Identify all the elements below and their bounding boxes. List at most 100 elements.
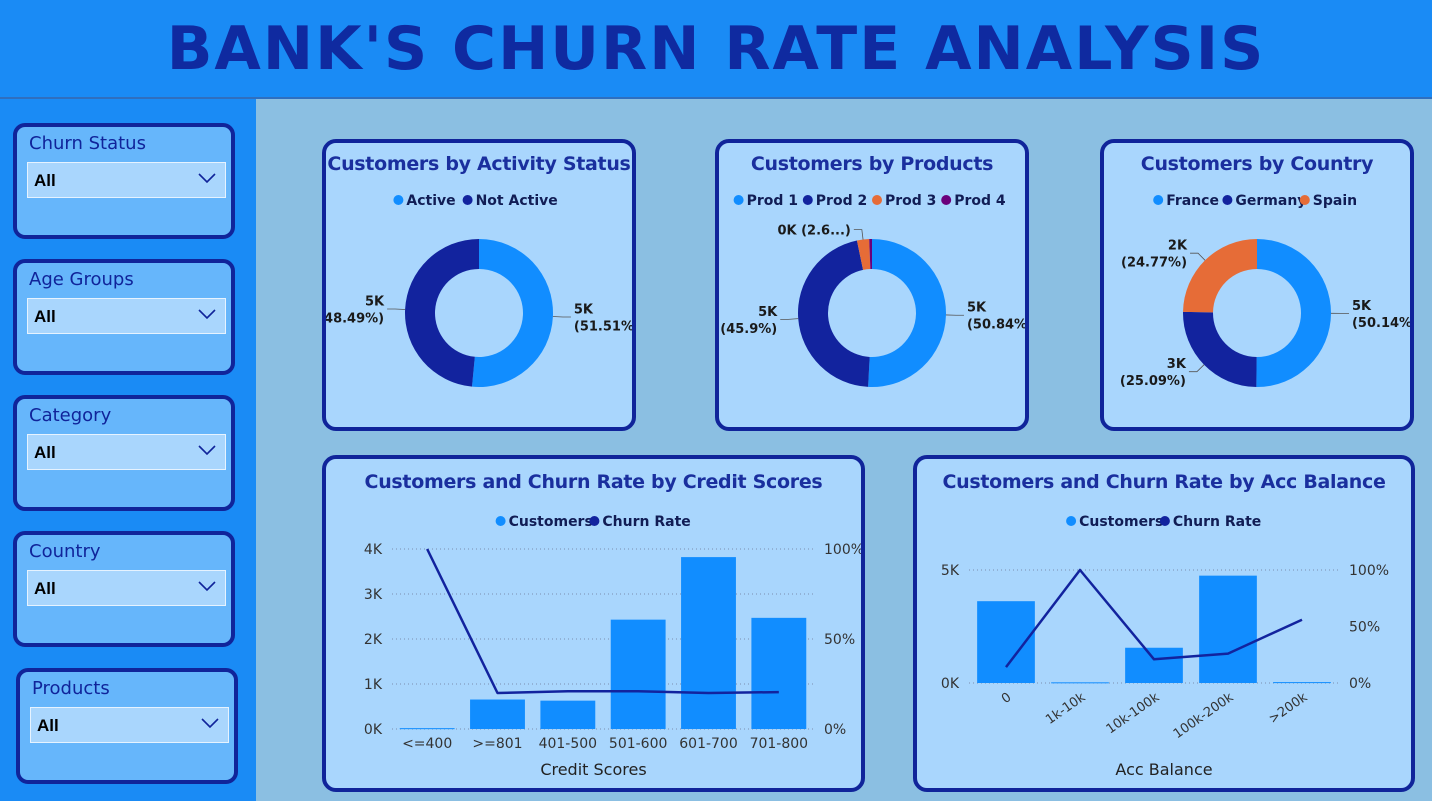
slicer-title: Churn Status: [29, 133, 146, 154]
credit-scores-combo-chart: Customers Churn Rate 0K 1K 2K 3K 4K 0% 50% 100% <=…: [364, 514, 861, 779]
slicer-title: Country: [29, 541, 101, 562]
bar-501-600[interactable]: [610, 619, 666, 729]
y-right-tick-label: 100%: [1349, 563, 1389, 579]
products-card: Customers by Products Prod 1 Prod 2 Prod 3…: [715, 139, 1029, 431]
chevron-down-icon[interactable]: [198, 711, 222, 735]
legend-item-not-active[interactable]: Not Active: [476, 193, 558, 209]
chevron-down-icon[interactable]: [195, 166, 219, 190]
legend-item-prod-3[interactable]: Prod 3: [885, 193, 936, 209]
products-slicer: Products All: [16, 668, 238, 784]
donut-slice-prod-4[interactable]: [869, 239, 872, 270]
data-label-spain: 2K: [1168, 239, 1188, 254]
bar-601-700[interactable]: [681, 557, 736, 729]
churn-rate-line[interactable]: [426, 548, 779, 695]
legend-marker-spain: [1299, 195, 1310, 205]
credit-scores-card: Customers and Churn Rate by Credit Score…: [322, 455, 865, 792]
data-label-prod-1: 5K: [967, 301, 987, 316]
legend-marker-prod-4: [941, 195, 952, 205]
legend-item-churn-rate[interactable]: Churn Rate: [1173, 514, 1261, 530]
donut-slice-prod-2[interactable]: [798, 240, 870, 387]
filter-sidebar: Churn Status All Age Groups All Category…: [0, 99, 256, 801]
chevron-down-icon[interactable]: [195, 438, 219, 462]
legend-item-churn-rate[interactable]: Churn Rate: [602, 514, 690, 530]
legend-marker-prod-3: [872, 195, 882, 205]
legend-item-prod-1[interactable]: Prod 1: [747, 193, 798, 209]
dropdown-value: All: [34, 171, 56, 190]
dropdown-value: All: [34, 579, 56, 598]
churn-rate-line[interactable]: [1005, 568, 1303, 668]
bar-10k-100k[interactable]: [1125, 647, 1183, 683]
y-left-tick-label: 5K: [941, 563, 960, 579]
legend-item-spain[interactable]: Spain: [1313, 193, 1357, 209]
products-donut-chart: Prod 1 Prod 2 Prod 3 Prod 4 5K (50.84%) 5K (45.…: [720, 193, 1025, 387]
y-right-tick-label: 100%: [824, 542, 861, 558]
legend-item-france[interactable]: France: [1166, 193, 1219, 209]
slicer-title: Products: [32, 678, 110, 699]
acc-balance-combo-chart: Customers Churn Rate 0K 5K 0% 50% 100% 0 1k-10k 1…: [941, 514, 1389, 779]
acc-balance-card: Customers and Churn Rate by Acc Balance …: [913, 455, 1415, 792]
donut-slice-germany[interactable]: [1183, 311, 1257, 387]
x-tick-label: 10k-100k: [1104, 690, 1163, 738]
bar-801[interactable]: [470, 699, 525, 729]
bar-1k-10k[interactable]: [1051, 682, 1109, 684]
legend-item-prod-4[interactable]: Prod 4: [954, 193, 1006, 209]
legend-item-prod-2[interactable]: Prod 2: [816, 193, 867, 209]
legend-item-customers[interactable]: Customers: [509, 514, 593, 530]
y-right-tick-label: 50%: [1349, 620, 1380, 636]
data-label-germany: 3K: [1167, 357, 1187, 372]
y-left-tick-label: 4K: [364, 542, 383, 558]
products-dropdown[interactable]: All: [30, 707, 229, 743]
chevron-down-icon[interactable]: [195, 574, 219, 598]
donut-slice-not-active[interactable]: [405, 239, 479, 387]
legend-marker-customers: [1066, 516, 1077, 526]
category-slicer: Category All: [13, 395, 235, 511]
legend-item-germany[interactable]: Germany: [1235, 193, 1306, 209]
donut-slice-france[interactable]: [1256, 239, 1332, 387]
x-axis-title: Credit Scores: [540, 760, 646, 779]
legend-item-active[interactable]: Active: [406, 193, 455, 209]
activity-status-card: Customers by Activity Status Active Not A…: [322, 139, 636, 431]
x-tick-label: 100k-200k: [1171, 690, 1237, 742]
bar-701-800[interactable]: [751, 617, 807, 729]
x-tick-label: 501-600: [609, 736, 668, 752]
x-tick-label: >200k: [1266, 690, 1310, 727]
country-dropdown[interactable]: All: [27, 570, 226, 606]
leader-line: [780, 318, 799, 320]
legend-item-customers[interactable]: Customers: [1079, 514, 1163, 530]
data-label-france: 5K: [1352, 299, 1372, 314]
legend-marker-prod-1: [733, 195, 744, 205]
donut-slice-prod-3[interactable]: [856, 239, 871, 270]
bar-400[interactable]: [399, 728, 455, 730]
data-label-not-active: 5K: [365, 295, 385, 310]
data-label-germany: (25.09%): [1120, 374, 1186, 389]
data-label-france: (50.14%): [1352, 316, 1410, 331]
donut-slice-prod-1[interactable]: [868, 239, 947, 387]
leader-line: [1190, 252, 1206, 261]
y-left-tick-label: 2K: [364, 632, 383, 648]
x-tick-label: 601-700: [679, 736, 738, 752]
churn-status-dropdown[interactable]: All: [27, 162, 226, 198]
bar-100k-200k[interactable]: [1199, 575, 1257, 683]
y-left-tick-label: 3K: [364, 587, 383, 603]
activity-status-donut-chart: Active Not Active 5K (51.51%) 5K (48.49%): [326, 193, 632, 387]
slicer-title: Age Groups: [29, 269, 134, 290]
chart-title: Customers by Products: [750, 153, 994, 175]
y-right-tick-label: 50%: [824, 632, 855, 648]
country-slicer: Country All: [13, 531, 235, 647]
donut-slice-active[interactable]: [471, 239, 553, 387]
chevron-down-icon[interactable]: [195, 302, 219, 326]
x-tick-label: >=801: [472, 736, 522, 752]
legend-marker-churn-rate: [1159, 516, 1170, 526]
chart-title: Customers and Churn Rate by Acc Balance: [942, 471, 1386, 493]
bar-401-500[interactable]: [540, 700, 596, 729]
category-dropdown[interactable]: All: [27, 434, 226, 470]
dropdown-value: All: [34, 443, 56, 462]
churn-status-slicer: Churn Status All: [13, 123, 235, 239]
chart-title: Customers by Country: [1140, 153, 1374, 175]
chart-title: Customers and Churn Rate by Credit Score…: [364, 471, 823, 493]
age-groups-dropdown[interactable]: All: [27, 298, 226, 334]
x-tick-label: 401-500: [539, 736, 598, 752]
dropdown-value: All: [34, 307, 56, 326]
bar-200k[interactable]: [1273, 682, 1331, 684]
donut-slice-spain[interactable]: [1183, 239, 1257, 313]
